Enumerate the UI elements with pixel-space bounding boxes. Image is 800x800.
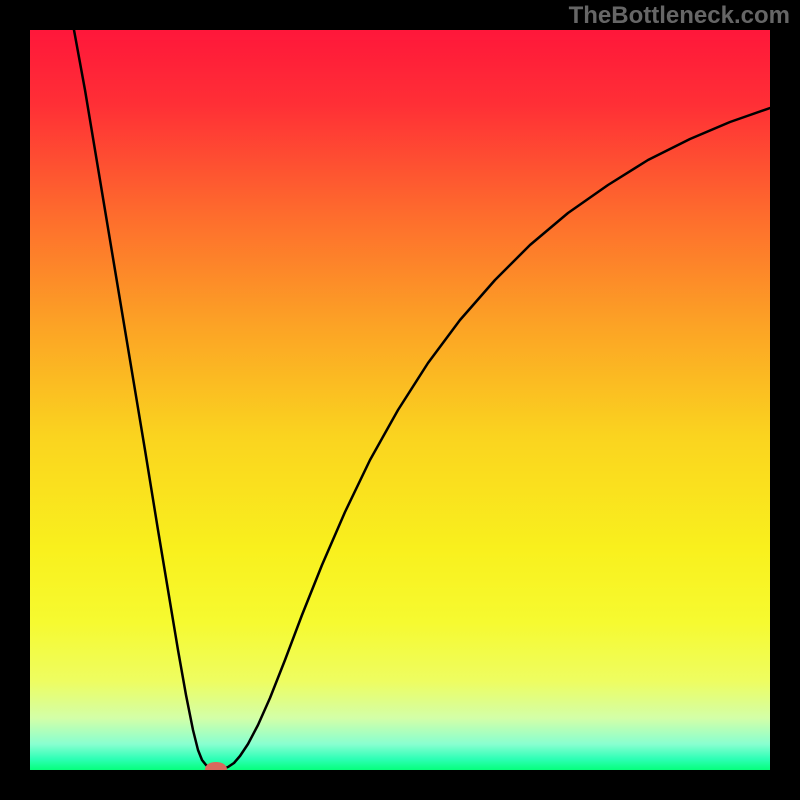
optimum-marker (205, 762, 227, 770)
curve-layer (30, 30, 770, 770)
watermark-text: TheBottleneck.com (569, 2, 790, 30)
bottleneck-curve (74, 30, 770, 769)
plot-area (30, 30, 770, 770)
chart-container: TheBottleneck.com (0, 0, 800, 800)
